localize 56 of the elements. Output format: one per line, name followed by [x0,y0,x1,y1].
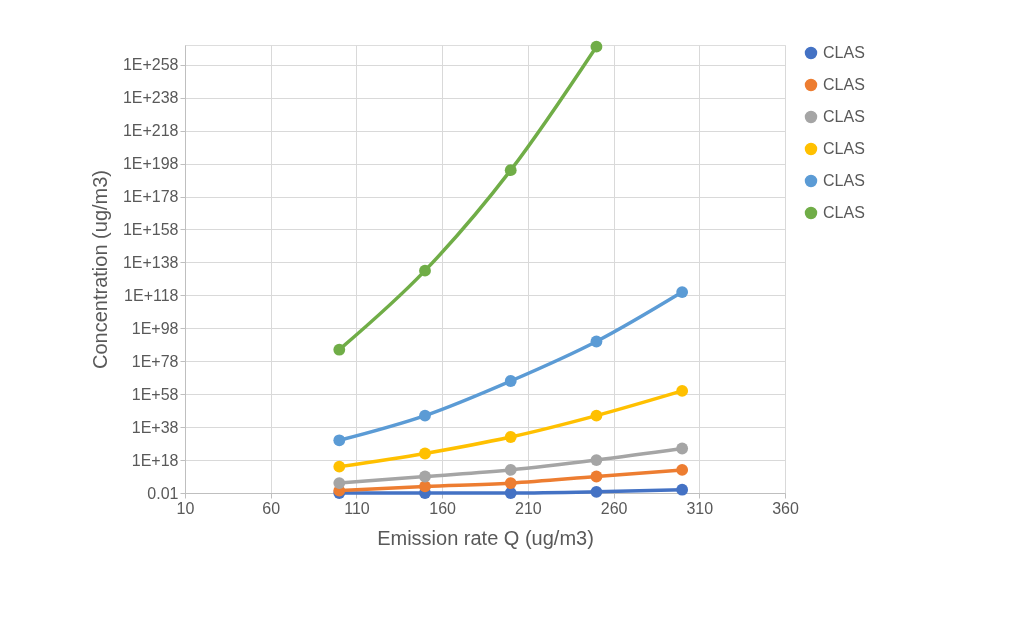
y-tick-label: 1E+238 [122,89,179,107]
y-tick-label: 1E+38 [131,418,179,436]
point [590,454,603,466]
point [504,164,517,177]
y-tick-label: 1E+158 [122,220,179,238]
legend-label: CLAS [823,172,865,189]
point [419,447,431,460]
point [419,470,431,483]
legend-label: CLAS [823,44,865,61]
point [419,409,431,422]
x-tick-label: 160 [429,499,457,517]
x-tick-label: 360 [772,499,799,517]
point [590,335,603,348]
y-tick-label: 1E+258 [122,56,179,74]
x-tick-label: 260 [600,499,628,517]
y-tick-label: 1E+138 [122,253,179,271]
point [333,477,346,490]
y-tick-label: 1E+198 [122,155,179,173]
legend-label: CLAS [823,76,865,93]
y-tick-label: 1E+58 [131,385,179,403]
point [676,483,689,496]
y-tick-label: 1E+18 [131,451,179,469]
y-tick-label: 1E+78 [131,352,179,370]
point [419,480,431,493]
point [676,384,689,397]
point [333,460,346,473]
point [676,286,689,298]
x-tick-label: 60 [262,499,281,517]
point [504,375,517,387]
point [590,409,603,422]
x-axis-title: Emission rate Q (ug/m3) [377,526,594,549]
point [504,464,517,476]
legend-label: CLAS [823,140,865,157]
y-axis-title: Concentration (ug/m3) [88,170,111,369]
y-tick-label: 1E+118 [124,286,179,304]
y-tick-label: 1E+218 [122,122,179,140]
point [676,464,689,476]
x-tick-label: 310 [686,499,714,517]
point [590,470,603,483]
x-tick-label: 110 [344,499,370,517]
point [333,343,346,356]
x-tick-label: 10 [176,499,195,517]
legend-label: CLAS [823,204,865,221]
point [504,487,517,499]
point [590,485,603,498]
y-tick-label: 1E+178 [122,188,179,206]
legend-label: CLAS [823,108,865,125]
y-tick-label: 1E+98 [131,319,179,337]
point [333,434,346,447]
point [419,264,431,277]
x-tick-label: 210 [515,499,542,517]
y-tick-label: 0.01 [147,484,179,502]
point [504,431,517,443]
point [590,40,603,53]
point [676,442,689,455]
point [504,477,517,490]
